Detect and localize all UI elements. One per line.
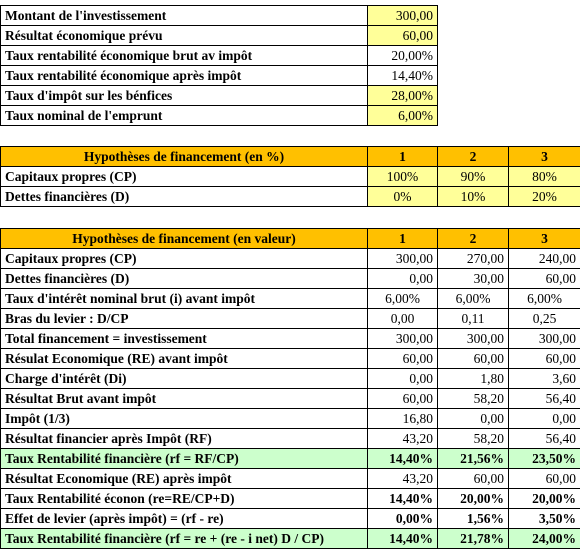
header-cell: Hypothèses de financement (en valeur) — [0, 228, 368, 249]
label: Bras du levier : D/CP — [0, 308, 368, 329]
label: Taux Rentabilité financière (rf = RF/CP) — [0, 448, 368, 469]
label: Montant de l'investissement — [0, 5, 368, 26]
label: Capitaux propres (CP) — [0, 166, 368, 187]
value: 300,00 — [437, 328, 509, 349]
value: 14,40% — [367, 528, 438, 549]
value: 20% — [508, 186, 580, 207]
value: 60,00 — [508, 348, 580, 369]
value: 14,40% — [367, 65, 438, 86]
value: 56,40 — [508, 428, 580, 449]
value: 6,00% — [508, 288, 580, 309]
label: Effet de levier (après impôt) = (rf - re… — [0, 508, 368, 529]
header-cell: 2 — [437, 228, 509, 249]
label: Résultat Brut avant impôt — [0, 388, 368, 409]
value: 20,00% — [508, 488, 580, 509]
value: 58,20 — [437, 428, 509, 449]
header-cell: 3 — [508, 228, 580, 249]
value: 21,78% — [437, 528, 509, 549]
label: Dettes financières (D) — [0, 268, 368, 289]
label: Taux rentabilité économique après impôt — [0, 65, 368, 86]
value: 300,00 — [367, 328, 438, 349]
value: 3,60 — [508, 368, 580, 389]
header-cell: 3 — [508, 146, 580, 167]
value: 0,11 — [437, 308, 509, 329]
value: 21,56% — [437, 448, 509, 469]
value: 270,00 — [437, 248, 509, 269]
label: Taux d'intérêt nominal brut (i) avant im… — [0, 288, 368, 309]
value: 23,50% — [508, 448, 580, 469]
value: 28,00% — [367, 85, 438, 106]
header-cell: 1 — [367, 228, 438, 249]
label: Capitaux propres (CP) — [0, 248, 368, 269]
value: 6,00% — [367, 105, 438, 126]
value: 60,00 — [367, 348, 438, 369]
value: 14,40% — [367, 448, 438, 469]
value: 60,00 — [437, 348, 509, 369]
value: 0,00 — [367, 368, 438, 389]
label: Résulat Economique (RE) avant impôt — [0, 348, 368, 369]
value: 0,25 — [508, 308, 580, 329]
value: 300,00 — [367, 5, 438, 26]
value: 58,20 — [437, 388, 509, 409]
label: Résultat Economique (RE) après impôt — [0, 468, 368, 489]
value: 300,00 — [508, 328, 580, 349]
value: 1,80 — [437, 368, 509, 389]
value: 0,00% — [367, 508, 438, 529]
value: 60,00 — [367, 25, 438, 46]
header-cell: 1 — [367, 146, 438, 167]
value: 10% — [437, 186, 509, 207]
value: 0,00 — [437, 408, 509, 429]
value: 0,00 — [367, 308, 438, 329]
value: 20,00% — [437, 488, 509, 509]
value: 0,00 — [367, 268, 438, 289]
value: 56,40 — [508, 388, 580, 409]
header-cell: 2 — [437, 146, 509, 167]
label: Taux rentabilité économique brut av impô… — [0, 45, 368, 66]
label: Résultat financier après Impôt (RF) — [0, 428, 368, 449]
value: 16,80 — [367, 408, 438, 429]
label: Taux Rentabilité financière (rf = re + (… — [0, 528, 368, 549]
value: 24,00% — [508, 528, 580, 549]
label: Dettes financières (D) — [0, 186, 368, 207]
value: 60,00 — [437, 468, 509, 489]
label: Charge d'intérêt (Di) — [0, 368, 368, 389]
value: 0,00 — [508, 408, 580, 429]
label: Résultat économique prévu — [0, 25, 368, 46]
value: 30,00 — [437, 268, 509, 289]
value: 90% — [437, 166, 509, 187]
value: 6,00% — [367, 288, 438, 309]
value: 6,00% — [437, 288, 509, 309]
value: 14,40% — [367, 488, 438, 509]
label: Taux d'impôt sur les bénfices — [0, 85, 368, 106]
value: 60,00 — [508, 468, 580, 489]
value: 300,00 — [367, 248, 438, 269]
label: Taux Rentabilité éconon (re=RE/CP+D) — [0, 488, 368, 509]
value: 43,20 — [367, 428, 438, 449]
value: 60,00 — [367, 388, 438, 409]
label: Total financement = investissement — [0, 328, 368, 349]
header-cell: Hypothèses de financement (en %) — [0, 146, 368, 167]
label: Impôt (1/3) — [0, 408, 368, 429]
value: 43,20 — [367, 468, 438, 489]
label: Taux nominal de l'emprunt — [0, 105, 368, 126]
value: 100% — [367, 166, 438, 187]
value: 240,00 — [508, 248, 580, 269]
value: 0% — [367, 186, 438, 207]
value: 20,00% — [367, 45, 438, 66]
value: 1,56% — [437, 508, 509, 529]
value: 60,00 — [508, 268, 580, 289]
value: 80% — [508, 166, 580, 187]
value: 3,50% — [508, 508, 580, 529]
